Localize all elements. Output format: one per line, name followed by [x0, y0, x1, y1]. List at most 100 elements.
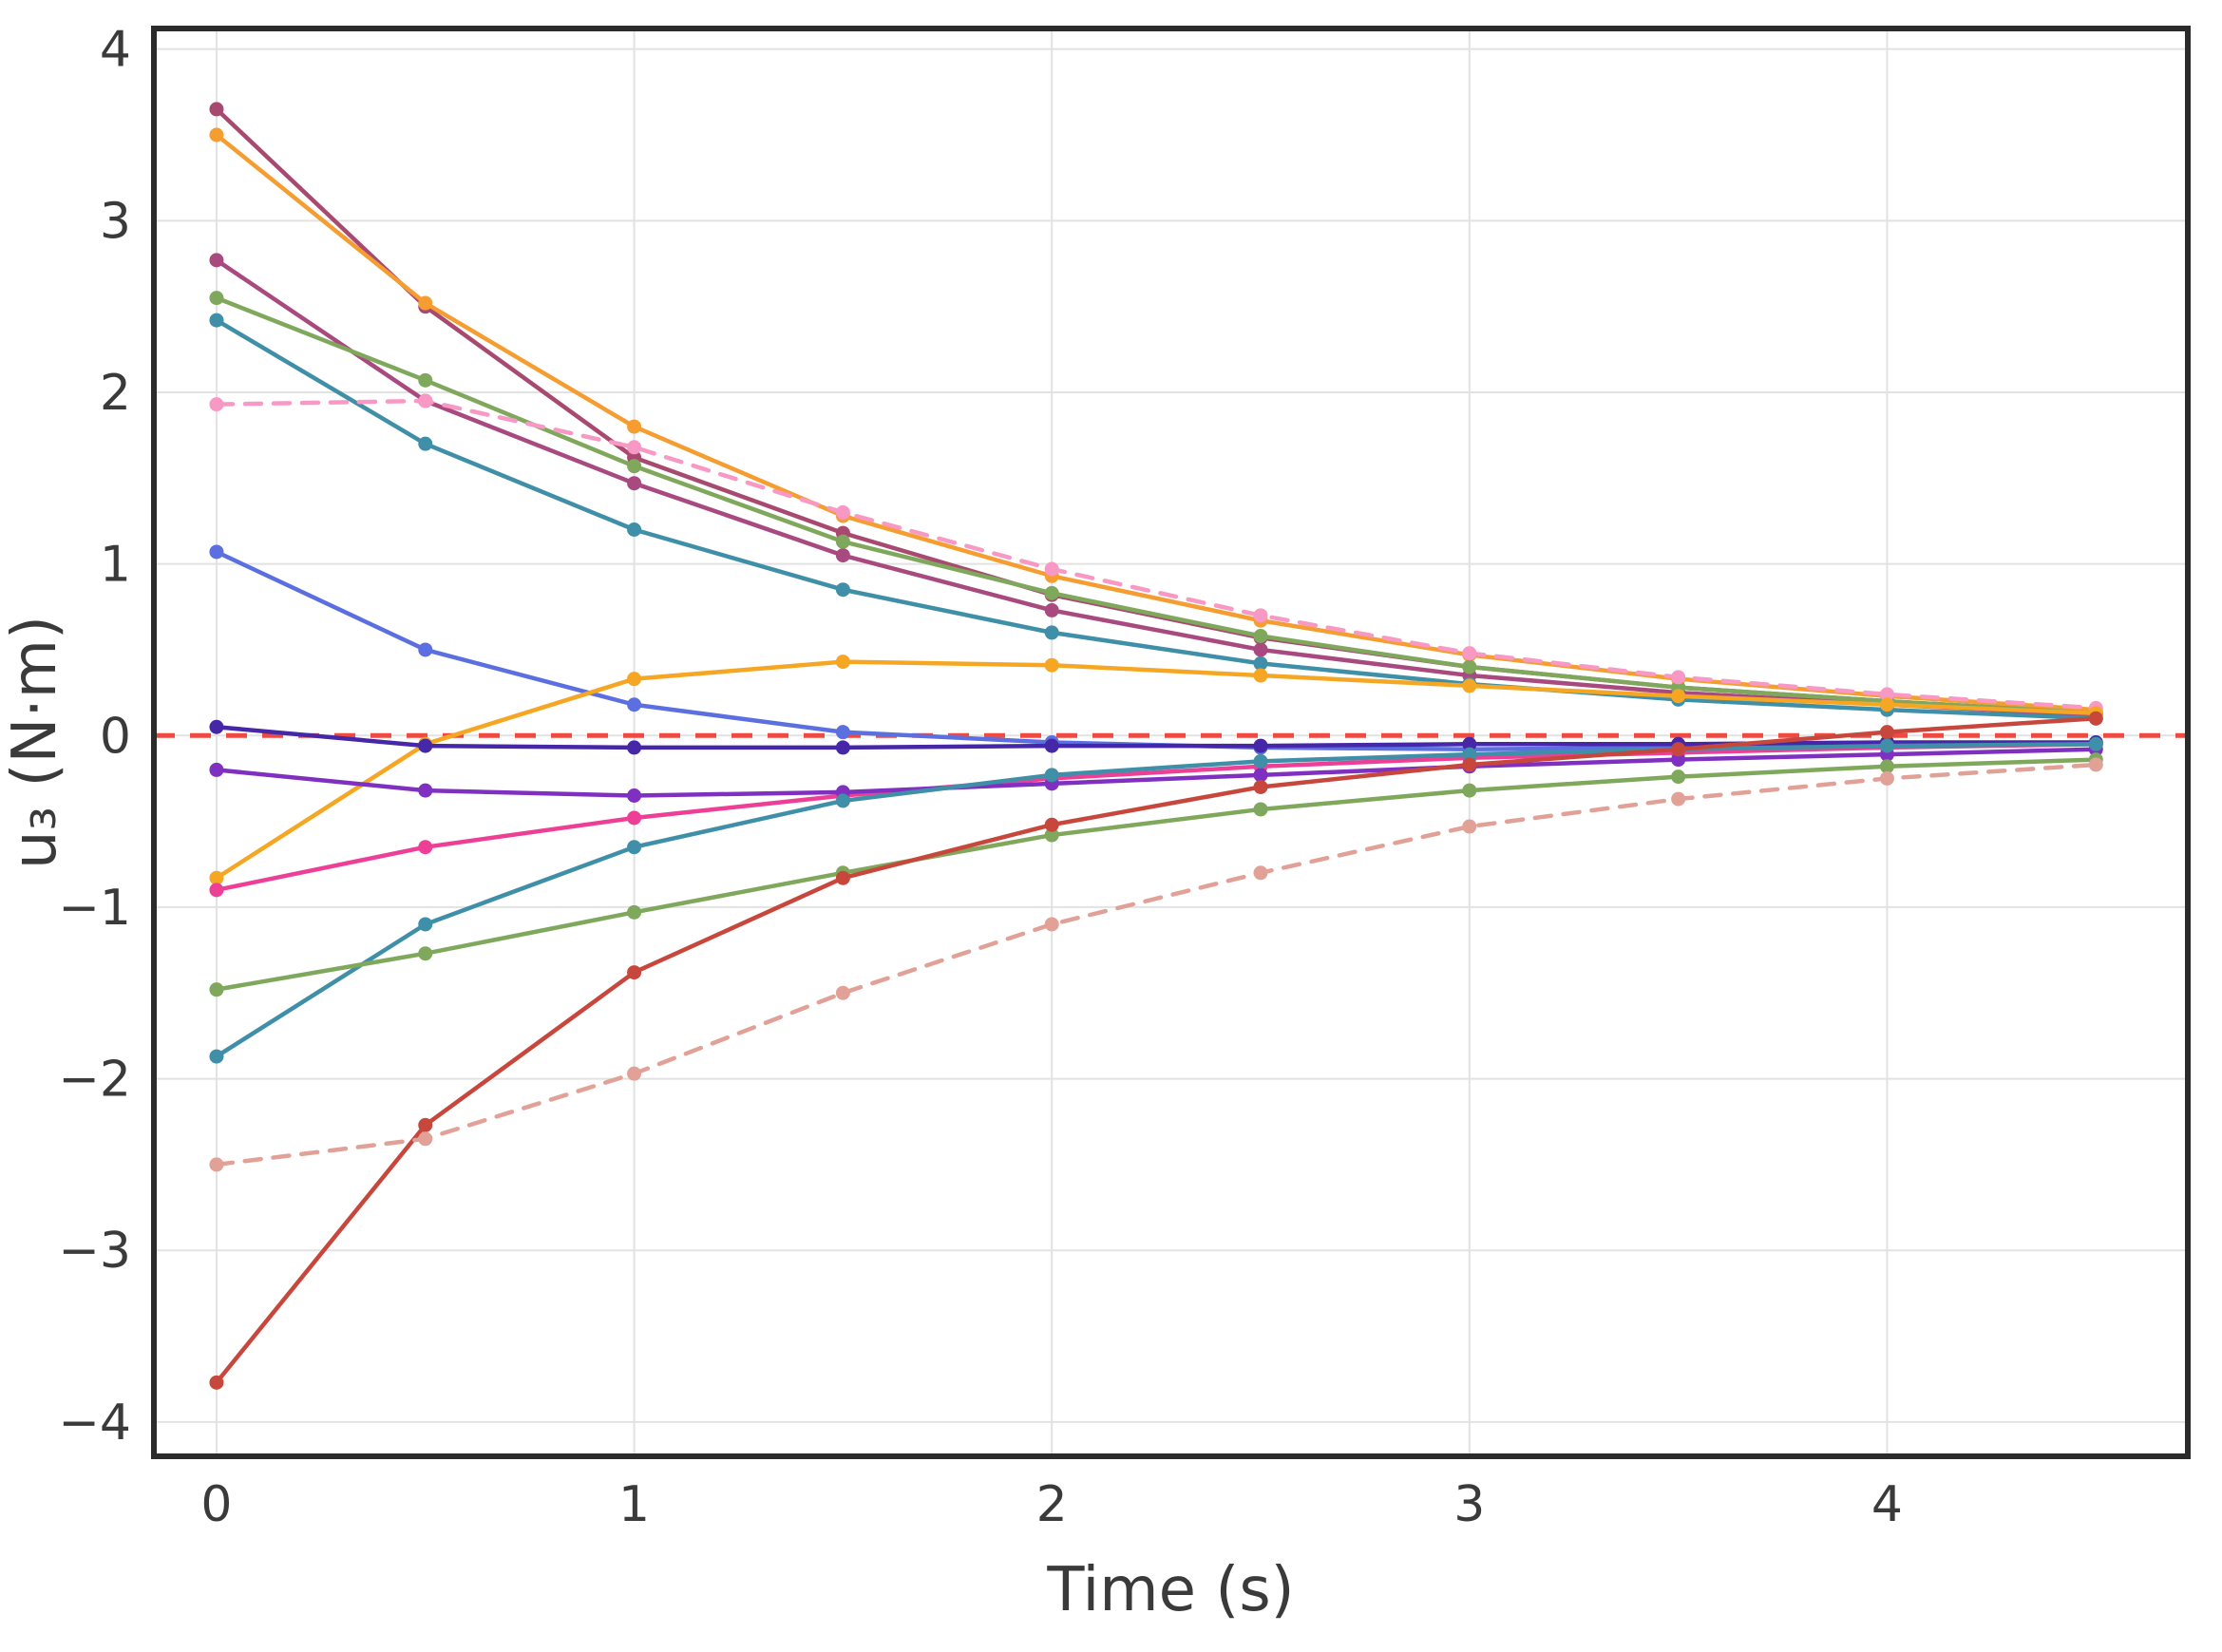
data-point-marker [1462, 678, 1477, 693]
data-point-marker [627, 1066, 642, 1081]
data-point-marker [1462, 659, 1477, 674]
data-point-marker [1671, 670, 1686, 685]
data-point-marker [1671, 742, 1686, 757]
data-point-marker [418, 436, 433, 451]
data-point-marker [1044, 625, 1059, 640]
data-point-marker [209, 883, 224, 898]
data-point-marker [2088, 757, 2103, 772]
data-point-marker [209, 762, 224, 777]
y-tick-label: 1 [100, 537, 131, 594]
data-point-marker [1044, 817, 1059, 832]
data-point-marker [209, 313, 224, 328]
data-point-marker [835, 725, 850, 740]
data-point-marker [418, 783, 433, 798]
data-point-marker [1462, 783, 1477, 798]
series-line-trajectory-8 [214, 659, 2099, 881]
data-point-marker [1253, 738, 1268, 753]
series-line-trajectory-5 [214, 317, 2099, 721]
tick-label-layer: 0 1 2 3 4 −4 −3 −2 −1 0 1 2 3 4 [58, 22, 1903, 1533]
data-point-marker [1253, 642, 1268, 657]
data-point-marker [627, 459, 642, 474]
data-point-marker [209, 719, 224, 734]
data-point-marker [209, 1157, 224, 1172]
data-point-marker [627, 672, 642, 687]
series-line-trajectory-11 [214, 747, 2099, 798]
data-point-marker [1879, 770, 1894, 786]
data-point-marker [209, 544, 224, 560]
data-point-marker [1253, 655, 1268, 671]
series-line-trajectory-14 [214, 715, 2099, 1385]
data-point-marker [209, 291, 224, 306]
series-line-trajectory-13 [214, 757, 2099, 992]
data-point-marker [627, 697, 642, 712]
data-point-marker [627, 965, 642, 980]
data-point-marker [1044, 917, 1059, 932]
data-point-marker [1044, 561, 1059, 577]
data-point-marker [209, 127, 224, 142]
x-axis-label: Time (s) [1046, 1555, 1294, 1625]
x-tick-label: 0 [200, 1476, 232, 1533]
x-tick-label: 3 [1453, 1476, 1485, 1533]
data-point-marker [1879, 697, 1894, 712]
data-point-marker [1879, 687, 1894, 702]
data-point-marker [209, 102, 224, 117]
data-point-marker [418, 1117, 433, 1132]
data-point-marker [1671, 752, 1686, 768]
data-point-marker [627, 788, 642, 804]
x-tick-label: 1 [618, 1476, 650, 1533]
data-point-marker [418, 295, 433, 311]
series-line-trajectory-6 [214, 398, 2099, 711]
data-point-marker [1879, 759, 1894, 774]
series-layer [209, 102, 2103, 1390]
data-point-marker [627, 810, 642, 826]
y-tick-label: −1 [58, 880, 131, 937]
data-point-marker [1044, 738, 1059, 753]
data-point-marker [1253, 865, 1268, 881]
data-point-marker [418, 642, 433, 657]
data-point-marker [627, 476, 642, 491]
data-point-marker [1879, 725, 1894, 740]
series-line-trajectory-9 [214, 742, 2099, 893]
data-point-marker [1462, 747, 1477, 762]
data-point-marker [1253, 753, 1268, 769]
y-tick-label: 0 [100, 708, 131, 765]
data-point-marker [835, 740, 850, 755]
data-point-marker [209, 397, 224, 412]
data-point-marker [835, 534, 850, 549]
data-point-marker [1253, 668, 1268, 683]
data-point-marker [418, 738, 433, 753]
data-point-marker [209, 870, 224, 885]
data-point-marker [1253, 768, 1268, 783]
data-point-marker [1462, 736, 1477, 751]
data-point-marker [1462, 757, 1477, 772]
series-line-trajectory-12 [214, 742, 2099, 1059]
data-point-marker [1253, 779, 1268, 794]
data-point-marker [1253, 628, 1268, 643]
data-point-marker [835, 655, 850, 670]
data-point-marker [1671, 689, 1686, 704]
data-point-marker [835, 985, 850, 1000]
data-point-marker [1044, 657, 1059, 673]
data-point-marker [418, 946, 433, 961]
data-point-marker [627, 440, 642, 455]
data-point-marker [627, 419, 642, 434]
data-point-marker [418, 393, 433, 408]
data-point-marker [627, 904, 642, 920]
series-line-trajectory-15 [214, 762, 2099, 1168]
data-point-marker [1462, 646, 1477, 661]
data-point-marker [209, 253, 224, 268]
data-point-marker [1253, 802, 1268, 817]
y-tick-label: 4 [100, 22, 131, 79]
series-line-trajectory-10 [214, 724, 2099, 750]
data-point-marker [2088, 736, 2103, 751]
x-tick-label: 4 [1871, 1476, 1903, 1533]
data-point-marker [418, 840, 433, 855]
data-point-marker [835, 793, 850, 808]
data-point-marker [835, 870, 850, 885]
data-point-marker [209, 1375, 224, 1390]
y-tick-label: 2 [100, 365, 131, 422]
data-point-marker [418, 372, 433, 388]
y-tick-label: 3 [100, 193, 131, 250]
